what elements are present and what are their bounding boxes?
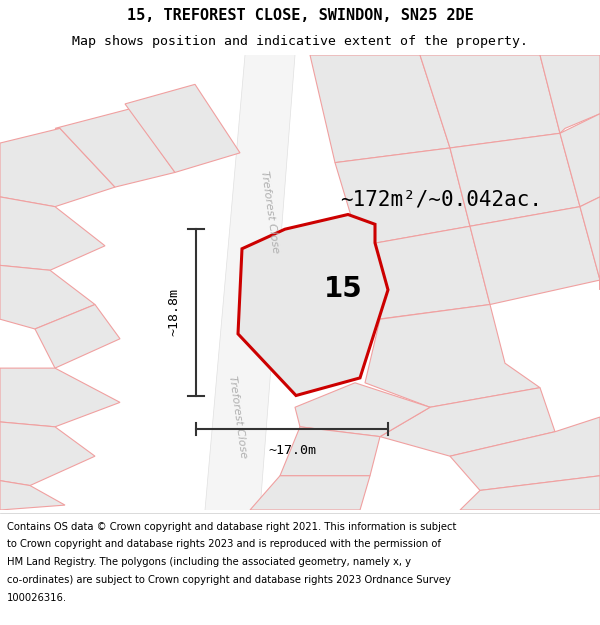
Text: ~172m²/~0.042ac.: ~172m²/~0.042ac. — [340, 190, 542, 210]
Polygon shape — [470, 207, 600, 304]
Text: co-ordinates) are subject to Crown copyright and database rights 2023 Ordnance S: co-ordinates) are subject to Crown copyr… — [7, 575, 451, 585]
Text: 15: 15 — [323, 275, 362, 303]
Polygon shape — [335, 148, 470, 246]
Text: Contains OS data © Crown copyright and database right 2021. This information is : Contains OS data © Crown copyright and d… — [7, 521, 457, 531]
Text: 15, TREFOREST CLOSE, SWINDON, SN25 2DE: 15, TREFOREST CLOSE, SWINDON, SN25 2DE — [127, 8, 473, 23]
Polygon shape — [280, 427, 380, 476]
Polygon shape — [0, 422, 95, 486]
Polygon shape — [420, 55, 560, 148]
Polygon shape — [0, 481, 65, 510]
Polygon shape — [540, 55, 600, 133]
Text: to Crown copyright and database rights 2023 and is reproduced with the permissio: to Crown copyright and database rights 2… — [7, 539, 441, 549]
Polygon shape — [205, 55, 295, 510]
Text: HM Land Registry. The polygons (including the associated geometry, namely x, y: HM Land Registry. The polygons (includin… — [7, 557, 411, 567]
Polygon shape — [0, 197, 105, 270]
Polygon shape — [125, 84, 240, 172]
Polygon shape — [0, 368, 120, 427]
Text: ~17.0m: ~17.0m — [268, 444, 316, 457]
Text: ~18.8m: ~18.8m — [167, 288, 181, 336]
Polygon shape — [238, 214, 388, 396]
Polygon shape — [0, 266, 95, 329]
Text: Treforest Close: Treforest Close — [227, 375, 249, 459]
Polygon shape — [360, 226, 490, 319]
Text: Map shows position and indicative extent of the property.: Map shows position and indicative extent… — [72, 35, 528, 48]
Polygon shape — [35, 304, 120, 368]
Polygon shape — [450, 417, 600, 491]
Polygon shape — [380, 388, 555, 456]
Polygon shape — [295, 382, 430, 437]
Polygon shape — [250, 476, 370, 510]
Text: Treforest Close: Treforest Close — [259, 169, 281, 254]
Text: 100026316.: 100026316. — [7, 592, 67, 602]
Polygon shape — [460, 476, 600, 510]
Polygon shape — [450, 133, 580, 226]
Polygon shape — [310, 55, 450, 162]
Polygon shape — [0, 128, 115, 207]
Polygon shape — [580, 197, 600, 290]
Polygon shape — [55, 109, 175, 187]
Polygon shape — [365, 304, 540, 408]
Polygon shape — [560, 114, 600, 207]
